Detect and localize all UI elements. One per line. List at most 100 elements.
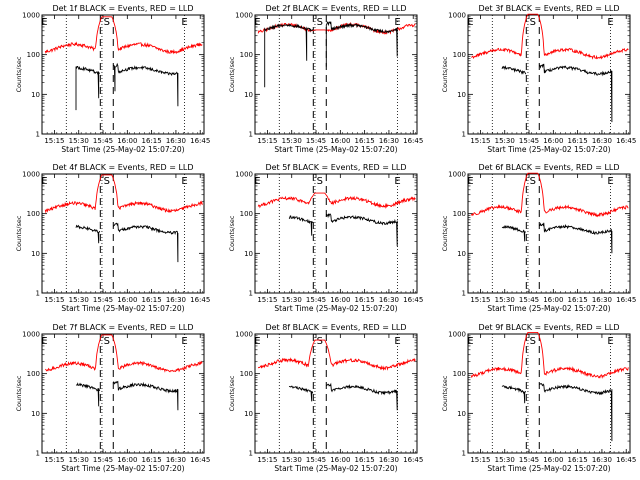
lld-series-line (470, 331, 629, 379)
x-tick-label: 16:30 (379, 456, 399, 464)
events-series-line (75, 382, 101, 407)
y-tick-label: 10 (31, 410, 40, 418)
lld-series-line (257, 192, 416, 209)
x-tick-label: 16:15 (568, 456, 588, 464)
y-tick-label: 1000 (22, 171, 40, 179)
events-series-line (264, 23, 314, 88)
x-tick-label: 15:45 (93, 137, 113, 145)
events-series-line (112, 62, 179, 107)
y-axis-label: Counts/sec (441, 375, 449, 411)
x-tick-label: 15:30 (495, 456, 515, 464)
x-tick-label: 16:45 (190, 456, 210, 464)
y-tick-label: 10 (457, 250, 466, 258)
y-tick-label: 100 (27, 370, 40, 378)
detector-panel: Det 3f BLACK = Events, RED = LLD 1 10 100 10… (441, 4, 636, 154)
lld-series-line (44, 174, 203, 214)
x-tick-label: 16:00 (543, 137, 563, 145)
saa-label: S (530, 17, 536, 28)
x-tick-label: 15:15 (470, 456, 490, 464)
events-series-line (112, 222, 179, 263)
x-tick-label: 15:45 (93, 296, 113, 304)
x-tick-label: 15:45 (306, 296, 326, 304)
y-tick-label: 1 (462, 290, 466, 298)
eclipse-end-label: E (394, 176, 400, 187)
eclipse-end-label: E (607, 336, 613, 347)
x-tick-label: 15:30 (69, 296, 89, 304)
x-tick-label: 16:45 (616, 456, 636, 464)
lld-series-line (471, 13, 629, 60)
eclipse-start-label: E (467, 176, 473, 187)
events-series-line (288, 215, 314, 236)
lld-series-line (257, 339, 416, 371)
x-tick-label: 16:45 (616, 296, 636, 304)
y-tick-label: 1000 (22, 331, 40, 339)
eclipse-end-label: E (394, 17, 400, 28)
x-tick-label: 15:30 (282, 296, 302, 304)
plot-frame (467, 173, 631, 294)
x-tick-label: 16:15 (355, 137, 375, 145)
events-series-line (75, 65, 101, 111)
detector-panel: Det 1f BLACK = Events, RED = LLD 1 10 100 10… (15, 4, 210, 154)
events-series-line (501, 224, 527, 242)
x-tick-label: 16:00 (117, 137, 137, 145)
plot-frame (254, 333, 418, 454)
eclipse-start-label: E (254, 17, 260, 28)
x-tick-label: 16:30 (166, 456, 186, 464)
x-tick-label: 16:45 (403, 296, 423, 304)
x-tick-label: 16:30 (166, 137, 186, 145)
eclipse-end-label: E (181, 17, 187, 28)
y-tick-label: 1000 (235, 171, 253, 179)
y-axis-label: Counts/sec (15, 56, 23, 92)
x-axis-label: Start Time (25-May-02 15:07:20) (274, 304, 397, 313)
eclipse-start-label: E (467, 336, 473, 347)
events-series-line (538, 382, 613, 442)
x-tick-label: 16:00 (330, 296, 350, 304)
y-tick-label: 10 (457, 91, 466, 99)
x-tick-label: 16:30 (592, 137, 612, 145)
detector-panel: Det 5f BLACK = Events, RED = LLD 1 10 100 10… (228, 163, 423, 313)
events-series-line (539, 63, 613, 123)
x-axis-label: Start Time (25-May-02 15:07:20) (61, 145, 184, 154)
x-tick-label: 16:00 (117, 296, 137, 304)
x-tick-label: 16:45 (616, 137, 636, 145)
y-tick-label: 1 (249, 450, 253, 458)
y-tick-label: 10 (31, 250, 40, 258)
x-tick-label: 15:45 (306, 137, 326, 145)
y-tick-label: 10 (457, 410, 466, 418)
plot-frame (254, 173, 418, 294)
y-tick-label: 10 (31, 91, 40, 99)
y-tick-label: 1 (249, 131, 253, 139)
x-tick-label: 16:15 (355, 456, 375, 464)
plot-frame (467, 333, 631, 454)
x-tick-label: 16:15 (142, 137, 162, 145)
panel-title: Det 1f BLACK = Events, RED = LLD (52, 4, 193, 13)
x-tick-label: 16:30 (592, 296, 612, 304)
x-tick-label: 16:15 (142, 296, 162, 304)
events-series-line (75, 224, 101, 244)
x-tick-label: 16:45 (403, 456, 423, 464)
events-series-line (112, 380, 179, 411)
y-axis-label: Counts/sec (15, 215, 23, 251)
y-tick-label: 100 (240, 51, 253, 59)
detector-panel: Det 6f BLACK = Events, RED = LLD 1 10 100 10… (441, 163, 636, 313)
y-axis-label: Counts/sec (228, 56, 236, 92)
x-tick-label: 16:30 (379, 296, 399, 304)
lld-series-line (470, 172, 629, 218)
events-series-line (325, 213, 398, 247)
panel-title: Det 7f BLACK = Events, RED = LLD (52, 323, 193, 332)
x-axis-label: Start Time (25-May-02 15:07:20) (274, 145, 397, 154)
x-tick-label: 15:30 (282, 137, 302, 145)
x-tick-label: 16:15 (568, 296, 588, 304)
x-tick-label: 15:15 (44, 137, 64, 145)
y-tick-label: 1 (36, 290, 40, 298)
x-tick-label: 16:15 (142, 456, 162, 464)
y-tick-label: 1 (36, 131, 40, 139)
x-tick-label: 16:00 (543, 296, 563, 304)
panel-title: Det 3f BLACK = Events, RED = LLD (478, 4, 619, 13)
x-tick-label: 16:15 (355, 296, 375, 304)
x-tick-label: 15:30 (495, 137, 515, 145)
y-tick-label: 1 (462, 131, 466, 139)
eclipse-end-label: E (607, 176, 613, 187)
events-series-line (325, 21, 398, 67)
x-tick-label: 16:45 (190, 137, 210, 145)
